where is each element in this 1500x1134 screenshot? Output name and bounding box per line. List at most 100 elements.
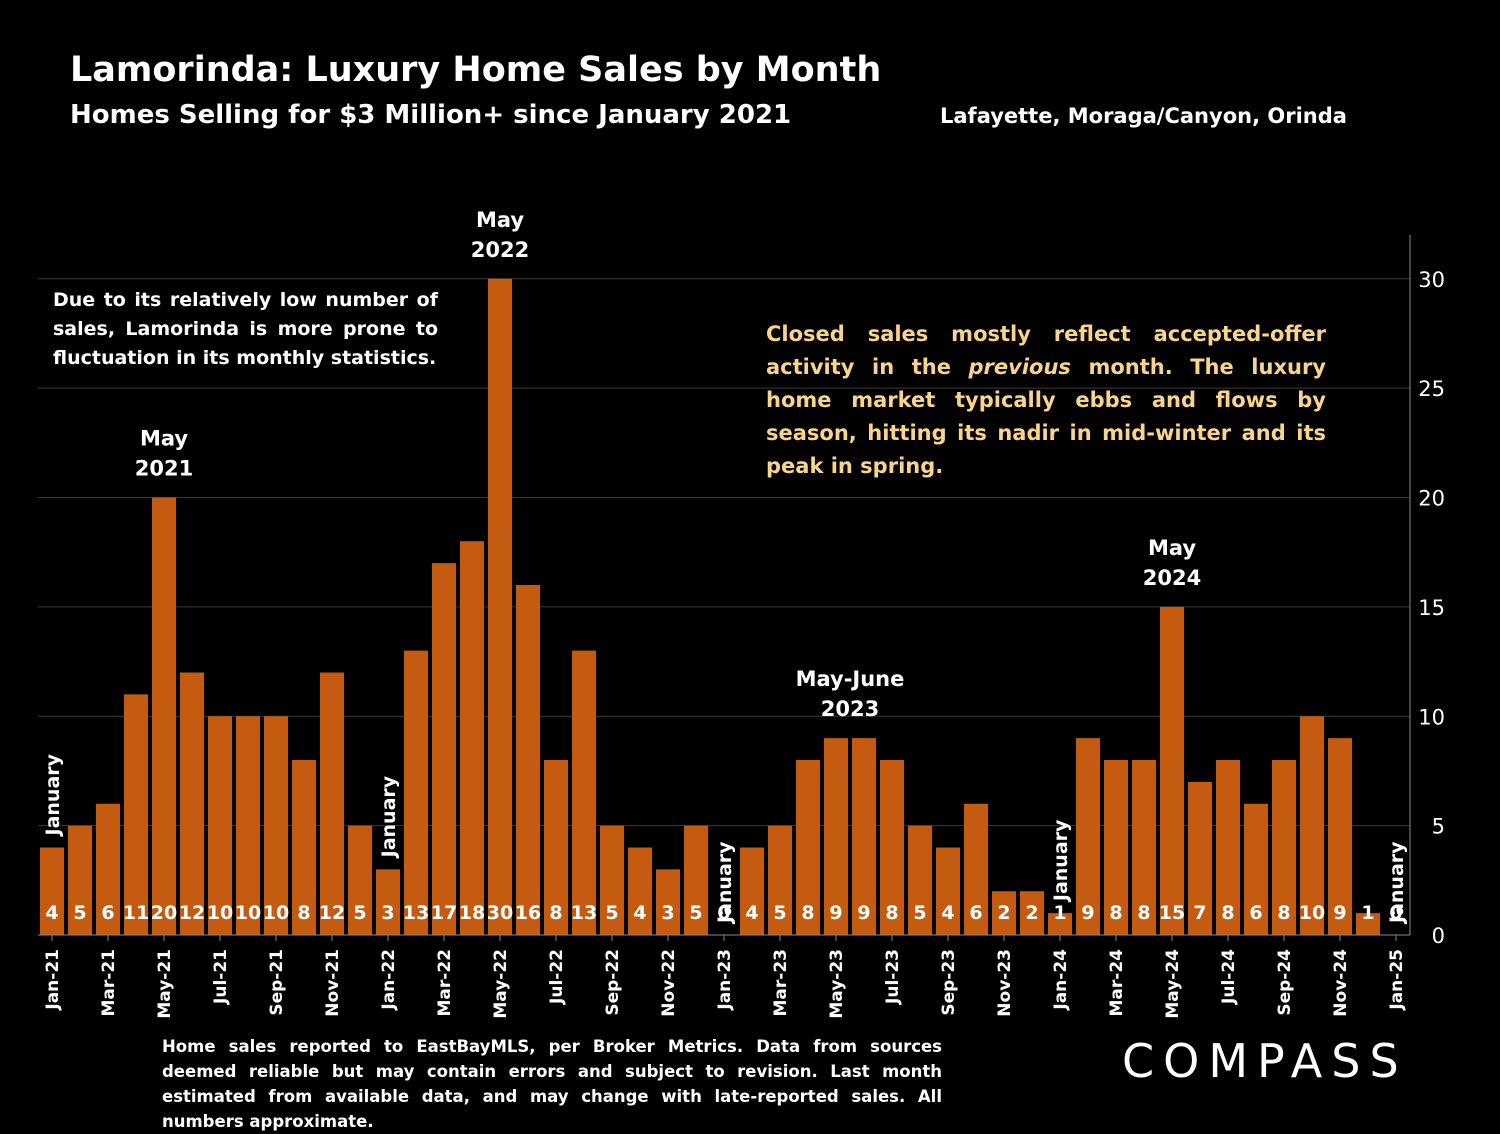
seasonality-note-part2: month. The luxury home market typically … [766, 355, 1326, 478]
x-tick-label: Jul-22 [547, 949, 567, 1005]
bar-value-label: 5 [773, 902, 786, 924]
x-tick-label: Mar-23 [771, 949, 791, 1017]
bar [459, 541, 485, 935]
bar [1019, 891, 1045, 935]
x-tick-label: Jan-21 [43, 949, 63, 1011]
bar-value-label: 11 [123, 902, 149, 924]
x-tick-label: Mar-22 [435, 949, 455, 1017]
bar [123, 694, 149, 935]
fluctuation-note: Due to its relatively low number of sale… [53, 289, 438, 369]
bar [1327, 738, 1353, 935]
bar-value-label: 7 [1193, 902, 1206, 924]
x-tick-label: Nov-21 [323, 949, 343, 1017]
bar [39, 847, 65, 935]
bar-value-label: 4 [745, 902, 758, 924]
bar-value-label: 0 [1389, 902, 1402, 924]
seasonality-note: Closed sales mostly reflect accepted-off… [766, 318, 1326, 483]
seasonality-note-part1: Closed sales mostly reflect accepted-off… [766, 322, 1326, 379]
bar [319, 672, 345, 935]
x-tick-label: May-22 [491, 949, 511, 1019]
bar-value-label: 10 [263, 902, 289, 924]
y-tick-label: 10 [1418, 705, 1445, 729]
january-annotation: January [42, 753, 64, 837]
bar-value-label: 10 [1299, 902, 1325, 924]
peak-annotation: 2021 [135, 457, 193, 481]
bar-value-label: 0 [717, 902, 730, 924]
bar-value-label: 8 [1221, 902, 1234, 924]
peak-annotation: May-June [796, 667, 905, 691]
january-annotation: January [378, 775, 400, 859]
bar-value-label: 8 [885, 902, 898, 924]
compass-logo: COMPASS [1122, 1034, 1408, 1088]
peak-annotation: May [476, 208, 524, 232]
bar-value-label: 5 [353, 902, 366, 924]
bar [655, 869, 681, 935]
chart-subtitle: Homes Selling for $3 Million+ since Janu… [70, 100, 792, 130]
bar [543, 760, 569, 935]
bar-value-label: 3 [381, 902, 394, 924]
x-tick-label: Sep-24 [1275, 949, 1295, 1016]
x-tick-label: Jan-22 [379, 949, 399, 1011]
x-tick-label: Nov-23 [995, 949, 1015, 1017]
peak-annotation: May [1148, 536, 1196, 560]
bar [515, 585, 541, 935]
bar [1103, 760, 1129, 935]
x-tick-label: Jul-24 [1219, 949, 1239, 1005]
x-tick-label: Mar-21 [99, 949, 119, 1017]
x-tick-label: Jan-25 [1387, 949, 1407, 1011]
bar [767, 825, 793, 935]
bar [935, 847, 961, 935]
x-tick-label: Nov-22 [659, 949, 679, 1017]
bar [179, 672, 205, 935]
bar-value-label: 9 [857, 902, 870, 924]
bar-value-label: 18 [459, 902, 485, 924]
y-tick-label: 20 [1418, 487, 1445, 511]
x-tick-label: Nov-24 [1331, 949, 1351, 1017]
y-tick-label: 5 [1432, 815, 1445, 839]
bar-value-label: 6 [101, 902, 114, 924]
bar-value-label: 13 [403, 902, 429, 924]
bar [683, 825, 709, 935]
x-tick-label: Jul-23 [883, 949, 903, 1005]
bar [599, 825, 625, 935]
bar-value-label: 17 [431, 902, 457, 924]
bar-value-label: 8 [1109, 902, 1122, 924]
bar-value-label: 1 [1361, 902, 1374, 924]
bar [291, 760, 317, 935]
seasonality-note-emphasis: previous [968, 355, 1071, 379]
x-tick-label: May-24 [1163, 949, 1183, 1019]
bar [235, 716, 261, 935]
bar-value-label: 5 [913, 902, 926, 924]
bar [1355, 913, 1381, 935]
x-tick-label: Jan-24 [1051, 949, 1071, 1011]
january-annotation: January [1386, 841, 1408, 925]
bar-value-label: 16 [515, 902, 541, 924]
peak-annotation: 2023 [821, 697, 879, 721]
bar [571, 650, 597, 935]
bar-value-label: 10 [207, 902, 233, 924]
bar-value-label: 5 [73, 902, 86, 924]
x-tick-label: May-23 [827, 949, 847, 1019]
bar-value-label: 12 [179, 902, 205, 924]
bar [1159, 606, 1185, 935]
bar [263, 716, 289, 935]
bar [627, 847, 653, 935]
bar [739, 847, 765, 935]
bar-value-label: 4 [633, 902, 646, 924]
bar [1131, 760, 1157, 935]
bar-value-label: 6 [1249, 902, 1262, 924]
bar-value-label: 10 [235, 902, 261, 924]
bar [487, 278, 513, 935]
x-tick-label: Jul-21 [211, 949, 231, 1005]
bar [67, 825, 93, 935]
peak-annotation: 2024 [1143, 566, 1201, 590]
x-tick-label: Sep-23 [939, 949, 959, 1016]
bar [1299, 716, 1325, 935]
bar [907, 825, 933, 935]
bar-value-label: 12 [319, 902, 345, 924]
bar-value-label: 5 [605, 902, 618, 924]
y-tick-label: 30 [1418, 268, 1445, 292]
bar-value-label: 20 [151, 902, 177, 924]
bar [347, 825, 373, 935]
